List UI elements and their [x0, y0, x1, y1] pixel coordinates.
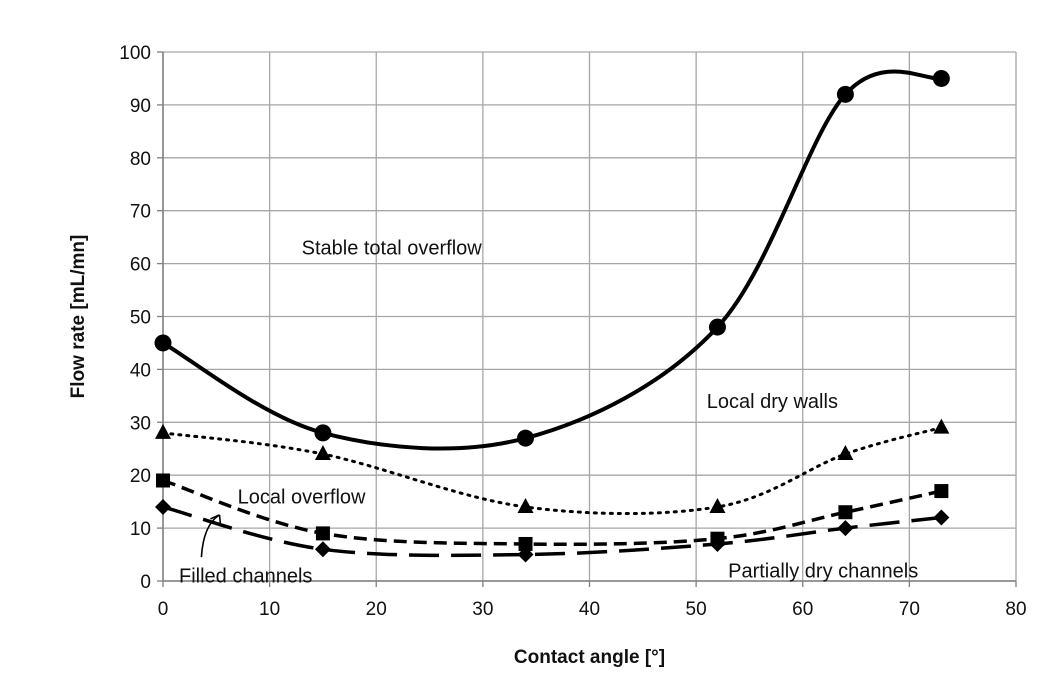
data-point-triangle	[933, 418, 950, 434]
data-point-square	[934, 484, 949, 499]
x-tick-label: 10	[259, 599, 280, 620]
x-tick-label: 30	[472, 599, 493, 620]
series-group	[154, 69, 950, 563]
data-point-square	[156, 473, 170, 488]
series-square	[156, 473, 949, 551]
annotation-local-overflow: Local overflow	[238, 486, 366, 508]
filled-channels-arrow	[200, 514, 222, 558]
x-axis-title: Contact angle [°]	[514, 647, 665, 668]
annotation-partially-dry-channels: Partially dry channels	[728, 560, 918, 582]
y-tick-label: 70	[130, 202, 151, 223]
x-tick-label: 70	[899, 599, 920, 620]
y-tick-label: 30	[130, 413, 151, 434]
x-tick-label: 20	[366, 599, 387, 620]
x-tick-label: 40	[579, 599, 600, 620]
series-circle	[154, 69, 950, 451]
annotation-stable-total-overflow: Stable total overflow	[302, 238, 483, 260]
series-line-diamond	[162, 505, 942, 558]
data-point-triangle	[155, 423, 171, 439]
series-line-square	[162, 478, 942, 547]
x-tick-label: 50	[686, 599, 707, 620]
x-tick-label: 0	[158, 599, 169, 620]
data-point-square	[518, 536, 533, 551]
data-point-square	[315, 526, 330, 541]
data-point-triangle	[314, 445, 331, 461]
y-tick-label: 40	[130, 360, 151, 381]
x-tick-label: 60	[792, 599, 813, 620]
y-tick-label: 50	[130, 308, 151, 329]
annotation-filled-channels: Filled channels	[179, 566, 312, 588]
data-point-triangle	[837, 445, 854, 461]
data-point-diamond	[933, 509, 950, 526]
axes	[157, 51, 1017, 587]
data-point-circle	[708, 318, 726, 336]
data-point-circle	[517, 429, 535, 447]
data-point-diamond	[517, 546, 534, 563]
y-tick-label: 10	[130, 519, 151, 540]
series-line-triangle	[161, 426, 943, 516]
y-tick-label: 80	[130, 149, 151, 170]
data-point-diamond	[709, 535, 726, 552]
y-axis-title: Flow rate [mL/mn]	[68, 235, 89, 399]
y-tick-label: 20	[130, 466, 151, 487]
data-point-circle	[836, 85, 854, 103]
data-point-circle	[154, 334, 172, 352]
data-point-circle	[314, 424, 332, 442]
y-tick-label: 90	[130, 96, 151, 117]
data-point-triangle	[709, 497, 726, 513]
data-point-triangle	[517, 497, 534, 513]
data-point-diamond	[314, 541, 331, 558]
y-tick-label: 100	[119, 43, 151, 64]
y-tick-label: 60	[130, 255, 151, 276]
annotations: Stable total overflow Local dry walls Lo…	[179, 238, 918, 588]
y-tick-labels: 0 10 20 30 40 50 60 70 80 90 100	[119, 43, 151, 593]
data-point-diamond	[837, 520, 854, 537]
series-diamond	[155, 498, 950, 563]
annotation-local-dry-walls: Local dry walls	[707, 391, 838, 413]
x-tick-labels: 0 10 20 30 40 50 60 70 80	[158, 599, 1027, 620]
x-tick-label: 80	[1005, 599, 1026, 620]
data-point-circle	[932, 69, 950, 87]
data-point-square	[838, 505, 853, 520]
data-point-diamond	[155, 498, 171, 515]
series-triangle	[155, 418, 950, 516]
y-tick-label: 0	[140, 572, 151, 593]
